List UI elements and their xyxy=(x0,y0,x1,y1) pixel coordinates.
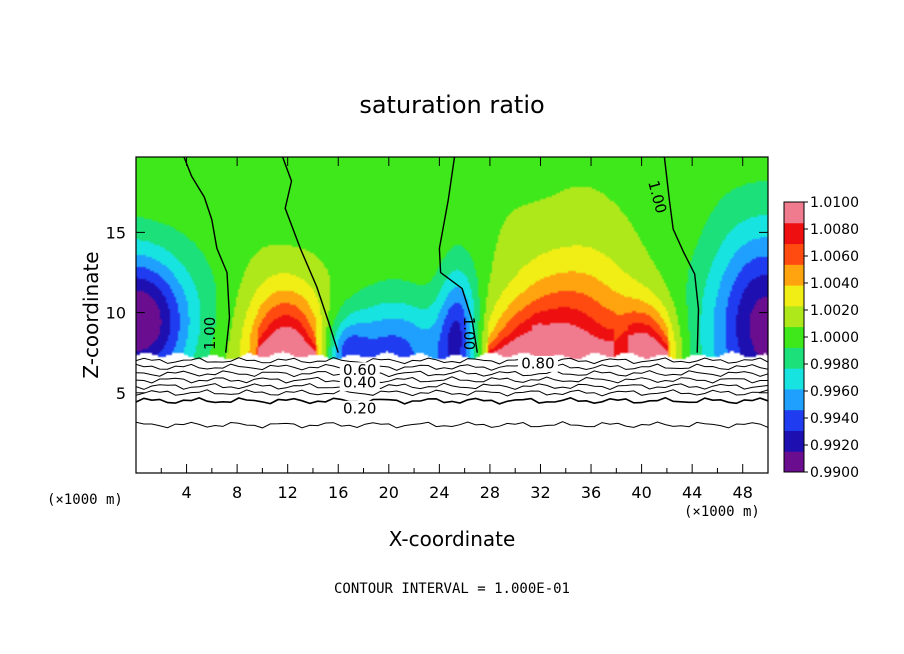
colorbar-swatch xyxy=(784,451,804,473)
contour-lines xyxy=(136,157,768,429)
colorbar-label: 1.0080 xyxy=(810,222,859,238)
x-axis-label: X-coordinate xyxy=(389,527,516,551)
colorbar-swatch xyxy=(784,388,804,411)
saturation-field xyxy=(136,157,768,473)
x-unit-right: (×1000 m) xyxy=(684,504,760,520)
colorbar-swatch xyxy=(784,222,804,245)
colorbar-label: 1.0000 xyxy=(810,330,859,346)
contour-label: 1.00 xyxy=(201,317,219,350)
contour-line-1-00 xyxy=(663,157,700,353)
y-axis: 5 10 15 xyxy=(106,223,768,403)
contour-label-background xyxy=(339,362,380,379)
x-unit-left: (×1000 m) xyxy=(47,492,123,508)
colorbar-swatch xyxy=(784,326,804,348)
contour-labels: 1.00 1.001.000.800.600.400.20 xyxy=(201,179,670,418)
contour-line-1-00 xyxy=(281,157,339,353)
x-tick-label: 40 xyxy=(631,483,651,502)
colorbar-swatch xyxy=(784,202,804,224)
contour-label: 0.60 xyxy=(343,361,376,379)
y-axis-label: Z-coordinate xyxy=(79,251,103,378)
colorbar-swatch xyxy=(784,430,804,452)
contour-line-lower xyxy=(136,382,768,391)
colorbar-label: 1.0060 xyxy=(810,249,859,265)
contour-line-lower xyxy=(136,421,768,429)
colorbar-swatch xyxy=(784,285,804,307)
colorbar-label: 0.9920 xyxy=(810,438,859,454)
contour-line-lower xyxy=(136,369,768,378)
contour-line-lower xyxy=(136,389,768,397)
colorbar-swatch xyxy=(784,347,804,369)
colorbar-swatch xyxy=(784,368,804,390)
colorbar-swatch xyxy=(784,264,804,286)
x-tick-label: 4 xyxy=(181,483,191,502)
contour-label-background xyxy=(517,355,558,372)
contour-line-lower xyxy=(136,376,768,384)
contour-line-lower xyxy=(136,396,768,405)
x-tick-label: 36 xyxy=(581,483,601,502)
colorbar: 1.0100 1.0080 1.0060 1.0040 1.0020 1.0000 0.99… xyxy=(783,195,859,481)
colorbar-label: 1.0040 xyxy=(810,276,859,292)
chart-title: saturation ratio xyxy=(359,91,544,119)
colorbar-swatch xyxy=(784,305,804,328)
x-tick-label: 28 xyxy=(480,483,500,502)
x-tick-label: 8 xyxy=(232,483,242,502)
y-tick-label: 15 xyxy=(106,223,126,242)
contour-line-lower xyxy=(136,363,768,371)
colorbar-label: 0.9900 xyxy=(810,465,859,481)
contour-label: 0.20 xyxy=(343,399,376,417)
y-tick-label: 10 xyxy=(106,304,126,323)
x-tick-label: 48 xyxy=(733,483,753,502)
x-tick-label: 12 xyxy=(278,483,298,502)
contour-label: 1.00 xyxy=(460,317,478,350)
colorbar-label: 0.9980 xyxy=(810,357,859,373)
colorbar-swatch xyxy=(784,409,804,431)
contour-interval-footer: CONTOUR INTERVAL = 1.000E-01 xyxy=(334,581,570,597)
x-tick-label: 24 xyxy=(429,483,449,502)
contour-label-background xyxy=(339,375,380,392)
contour-label-background xyxy=(339,400,380,417)
x-tick-label: 20 xyxy=(379,483,399,502)
x-axis: 4 8 12 16 20 24 28 32 36 40 44 48 xyxy=(160,157,753,502)
x-tick-label: 44 xyxy=(682,483,702,502)
colorbar-label: 0.9960 xyxy=(810,384,859,400)
contour-line-lower xyxy=(136,357,768,365)
colorbar-swatch xyxy=(784,243,804,265)
y-tick-label: 5 xyxy=(116,384,126,403)
colorbar-label: 0.9940 xyxy=(810,411,859,427)
contour-label: 0.80 xyxy=(521,354,554,372)
colorbar-label: 1.0100 xyxy=(810,195,859,211)
contour-label: 0.40 xyxy=(343,374,376,392)
contour-line-1-00 xyxy=(183,157,231,353)
contour-line-1-00 xyxy=(438,157,478,353)
plot-frame xyxy=(135,156,769,474)
x-tick-label: 32 xyxy=(530,483,550,502)
x-tick-label: 16 xyxy=(328,483,348,502)
colorbar-label: 1.0020 xyxy=(810,303,859,319)
